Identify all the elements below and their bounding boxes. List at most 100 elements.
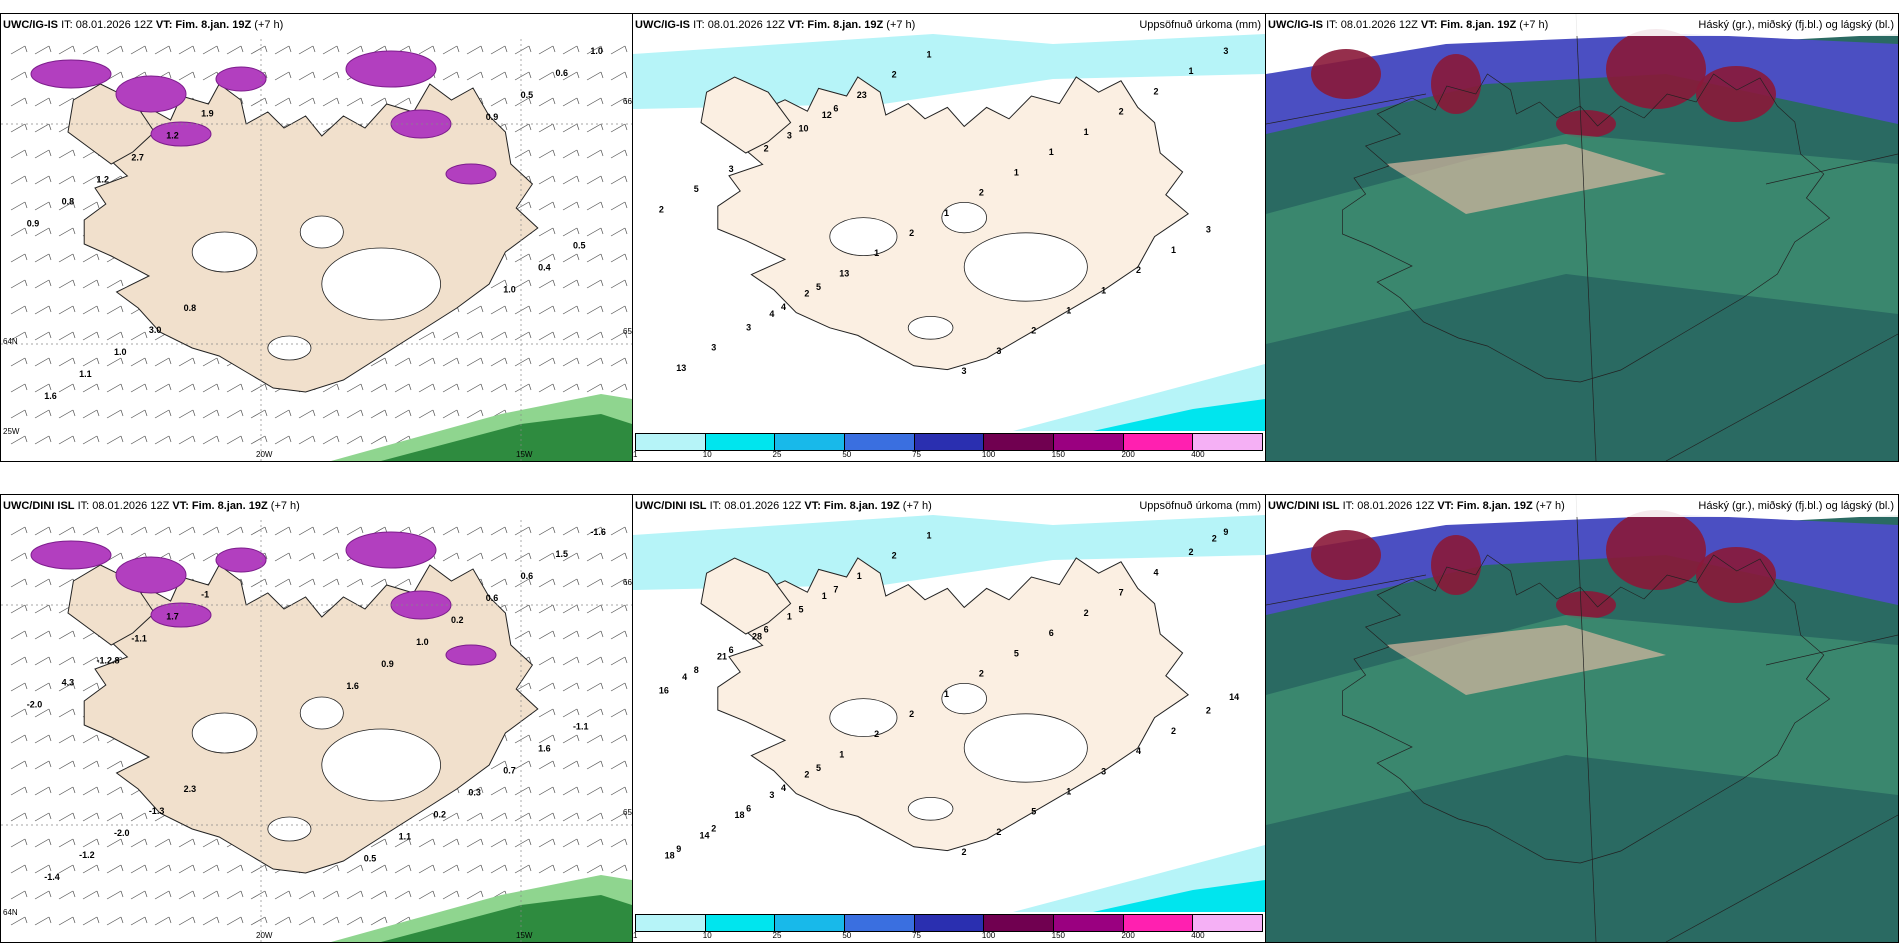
wind-barb: [10, 890, 28, 900]
wind-barb: [226, 45, 244, 55]
precip-value-label: 3: [746, 322, 751, 332]
glacier: [941, 202, 988, 234]
wind-value-label: -1.1: [573, 722, 589, 732]
wind-barb: [178, 864, 196, 874]
wind-barb: [538, 526, 556, 536]
border-line: [1575, 14, 1597, 461]
wind-barb: [154, 890, 172, 900]
wind-barb: [82, 279, 100, 289]
colorbar-swatch: [984, 915, 1055, 931]
wind-barb: [178, 45, 196, 55]
wind-barb: [58, 656, 76, 666]
wind-barb: [34, 305, 52, 315]
glacier: [191, 231, 258, 273]
wind-value-label: -1: [201, 589, 209, 599]
wind-barb: [274, 97, 292, 107]
colorbar-swatch: [775, 434, 846, 450]
wind-barb: [82, 201, 100, 211]
wind-barb: [202, 890, 220, 900]
wind-barb: [586, 578, 604, 588]
wind-barb: [538, 604, 556, 614]
high-cloud: [1606, 29, 1706, 109]
wind-barb: [586, 331, 604, 341]
wind-barb: [610, 526, 628, 536]
wind-barb: [58, 708, 76, 718]
wind-barb: [442, 890, 460, 900]
wind-barb: [490, 864, 508, 874]
wind-barb: [34, 123, 52, 133]
precip-band-core: [381, 895, 632, 942]
precip-value-label: 18: [665, 851, 675, 861]
wind-barb: [34, 175, 52, 185]
border-line: [1266, 93, 1427, 125]
glacier: [829, 217, 898, 257]
wind-barb: [514, 357, 532, 367]
colorbar-ticks: 1 10 25 50 75 100 150 200 400: [633, 931, 1263, 941]
wind-barb: [586, 201, 604, 211]
precip-area: [1093, 399, 1265, 431]
wind-barb: [34, 864, 52, 874]
wind-barb: [250, 916, 268, 926]
wind-barb: [106, 864, 124, 874]
wind-barb: [442, 357, 460, 367]
precip-blob: [150, 602, 212, 628]
wind-barb: [490, 786, 508, 796]
wind-barb: [538, 227, 556, 237]
wind-barb: [202, 409, 220, 419]
precip-value-label: 28: [752, 631, 762, 641]
cloud-panel-ig: UWC/IG-IS IT: 08.01.2026 12Z VT: Fim. 8.…: [1265, 13, 1899, 462]
wind-barb: [586, 552, 604, 562]
precip-value-label: 2: [711, 824, 716, 834]
wind-barb: [538, 253, 556, 263]
precip-value-label: 5: [816, 282, 821, 292]
wind-barb: [538, 71, 556, 81]
wind-barb: [106, 786, 124, 796]
wind-barb: [538, 383, 556, 393]
wind-barb: [34, 760, 52, 770]
precip-value-label: 2: [909, 709, 914, 719]
precip-value-label: 3: [787, 130, 792, 140]
precip-value-label: 5: [1014, 648, 1019, 658]
wind-barb: [58, 253, 76, 263]
colorbar-scale: [635, 433, 1263, 451]
wind-barb: [154, 838, 172, 848]
wind-barb: [370, 864, 388, 874]
wind-barb: [178, 838, 196, 848]
wind-value-label: 0.8: [62, 196, 75, 206]
wind-barb: [82, 838, 100, 848]
wind-barb: [442, 526, 460, 536]
wind-barb: [538, 734, 556, 744]
precip-area: [633, 515, 1265, 590]
colorbar-tick: 200: [1121, 931, 1135, 940]
precip-value-label: 3: [1101, 766, 1106, 776]
wind-barb: [250, 435, 268, 445]
precip-value-label: 2: [1136, 265, 1141, 275]
precip-value-label: 2: [659, 204, 664, 214]
wind-barb: [562, 227, 580, 237]
wind-barb: [82, 253, 100, 263]
precip-value-label: 6: [764, 625, 769, 635]
wind-barb: [154, 435, 172, 445]
panel-header: UWC/IG-IS IT: 08.01.2026 12Z VT: Fim. 8.…: [1266, 14, 1898, 36]
precip-value-label: 1: [822, 591, 827, 601]
wind-barb: [10, 916, 28, 926]
precip-value-label: 7: [833, 584, 838, 594]
precip-value-label: 1: [857, 571, 862, 581]
wind-barb: [106, 305, 124, 315]
wind-barb: [10, 357, 28, 367]
wind-barb: [34, 838, 52, 848]
glacier: [299, 215, 344, 249]
wind-barb: [274, 916, 292, 926]
wind-barb: [58, 279, 76, 289]
wind-barb: [106, 526, 124, 536]
wind-barb: [370, 578, 388, 588]
wind-barb: [346, 526, 364, 536]
wind-barb: [298, 578, 316, 588]
wind-barb: [250, 526, 268, 536]
wind-barb: [490, 357, 508, 367]
wind-barb: [298, 526, 316, 536]
wind-barb: [394, 409, 412, 419]
colorbar-swatch: [775, 915, 846, 931]
wind-barb: [10, 786, 28, 796]
precip-value-label: 5: [694, 184, 699, 194]
